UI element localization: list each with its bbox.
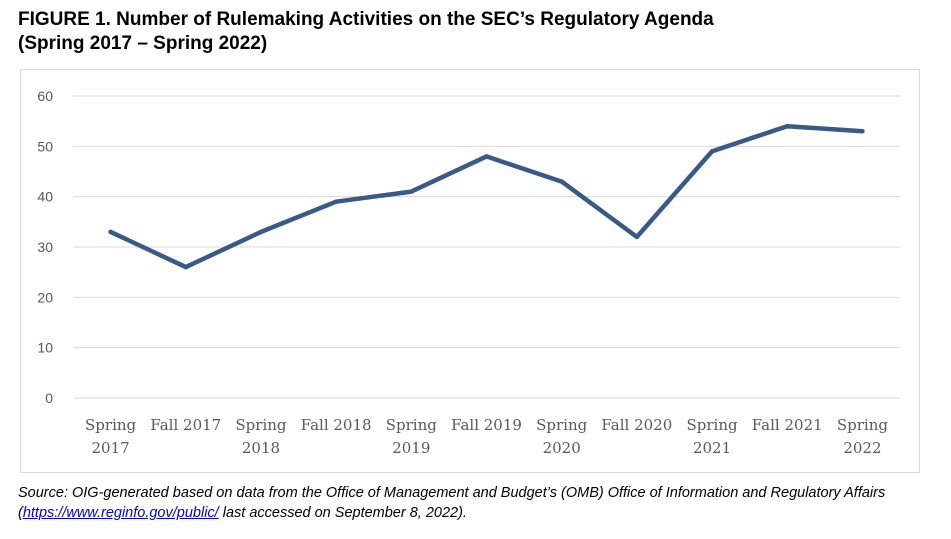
x-tick-label-line: Fall 2019 [451, 416, 522, 434]
x-tick-label: Spring 2022 [837, 416, 889, 457]
x-tick-label-line: Spring [837, 416, 889, 434]
chart-frame: 0 10 20 30 40 50 60 Spring 2017 Fall 2017 Spring 20… [20, 69, 920, 473]
data-point [709, 149, 715, 154]
x-tick-label-line: 2017 [91, 439, 129, 457]
data-point [333, 199, 339, 204]
y-tick-label: 0 [45, 390, 53, 406]
x-tick-label-line: Spring [686, 416, 738, 434]
y-tick-label: 40 [37, 189, 53, 205]
x-tick-label-line: Fall 2020 [601, 416, 672, 434]
data-point [409, 189, 414, 194]
data-point [484, 154, 489, 159]
x-tick-label-line: Spring [235, 416, 287, 434]
source-text-prefix: Source: OIG-generated based on data from… [18, 485, 886, 521]
x-tick-label-line: 2020 [543, 439, 581, 457]
source-text-suffix: last accessed on September 8, 2022). [218, 505, 467, 521]
x-tick-label-line: Fall 2017 [150, 416, 221, 434]
data-point [559, 179, 564, 184]
y-tick-label: 10 [37, 340, 53, 356]
y-tick-label: 20 [37, 289, 53, 305]
x-tick-label: Fall 2018 [301, 416, 372, 434]
x-tick-label-line: Spring [536, 416, 588, 434]
x-tick-label-line: Fall 2021 [752, 416, 823, 434]
line-chart: 0 10 20 30 40 50 60 Spring 2017 Fall 2017 Spring 20… [37, 88, 900, 457]
data-point [258, 229, 264, 235]
figure-title-line-2: (Spring 2017 – Spring 2022) [18, 33, 268, 54]
x-tick-label-line: Spring [85, 416, 137, 434]
x-tick-label-line: Fall 2018 [301, 416, 372, 434]
x-tick-label-line: 2019 [392, 439, 430, 457]
x-tick-label: Fall 2020 [601, 416, 672, 434]
x-tick-label: Spring 2018 [235, 416, 287, 457]
y-tick-label: 30 [37, 239, 53, 255]
x-tick-label-line: 2022 [843, 439, 881, 457]
x-tick-label-line: Spring [386, 416, 438, 434]
source-link[interactable]: https://www.reginfo.gov/public/ [22, 505, 219, 521]
y-tick-label: 60 [37, 88, 53, 104]
y-tick-label: 50 [37, 138, 53, 154]
figure-title-line-1: FIGURE 1. Number of Rulemaking Activitie… [18, 9, 714, 30]
source-note: Source: OIG-generated based on data from… [18, 483, 938, 523]
data-point [634, 234, 640, 240]
x-tick-label-line: 2021 [693, 439, 731, 457]
x-tick-label-line: 2018 [242, 439, 280, 457]
x-tick-label: Spring 2020 [536, 416, 588, 457]
x-tick-label: Spring 2019 [386, 416, 438, 457]
figure-title: FIGURE 1. Number of Rulemaking Activitie… [18, 8, 938, 56]
data-point [785, 124, 790, 129]
x-tick-label: Spring 2021 [686, 416, 738, 457]
data-point [183, 264, 188, 270]
x-tick-label: Fall 2019 [451, 416, 522, 434]
x-tick-label: Spring 2017 [85, 416, 137, 457]
x-tick-label: Fall 2021 [752, 416, 823, 434]
data-point [860, 129, 865, 134]
data-point [108, 229, 113, 235]
x-tick-label: Fall 2017 [150, 416, 221, 434]
